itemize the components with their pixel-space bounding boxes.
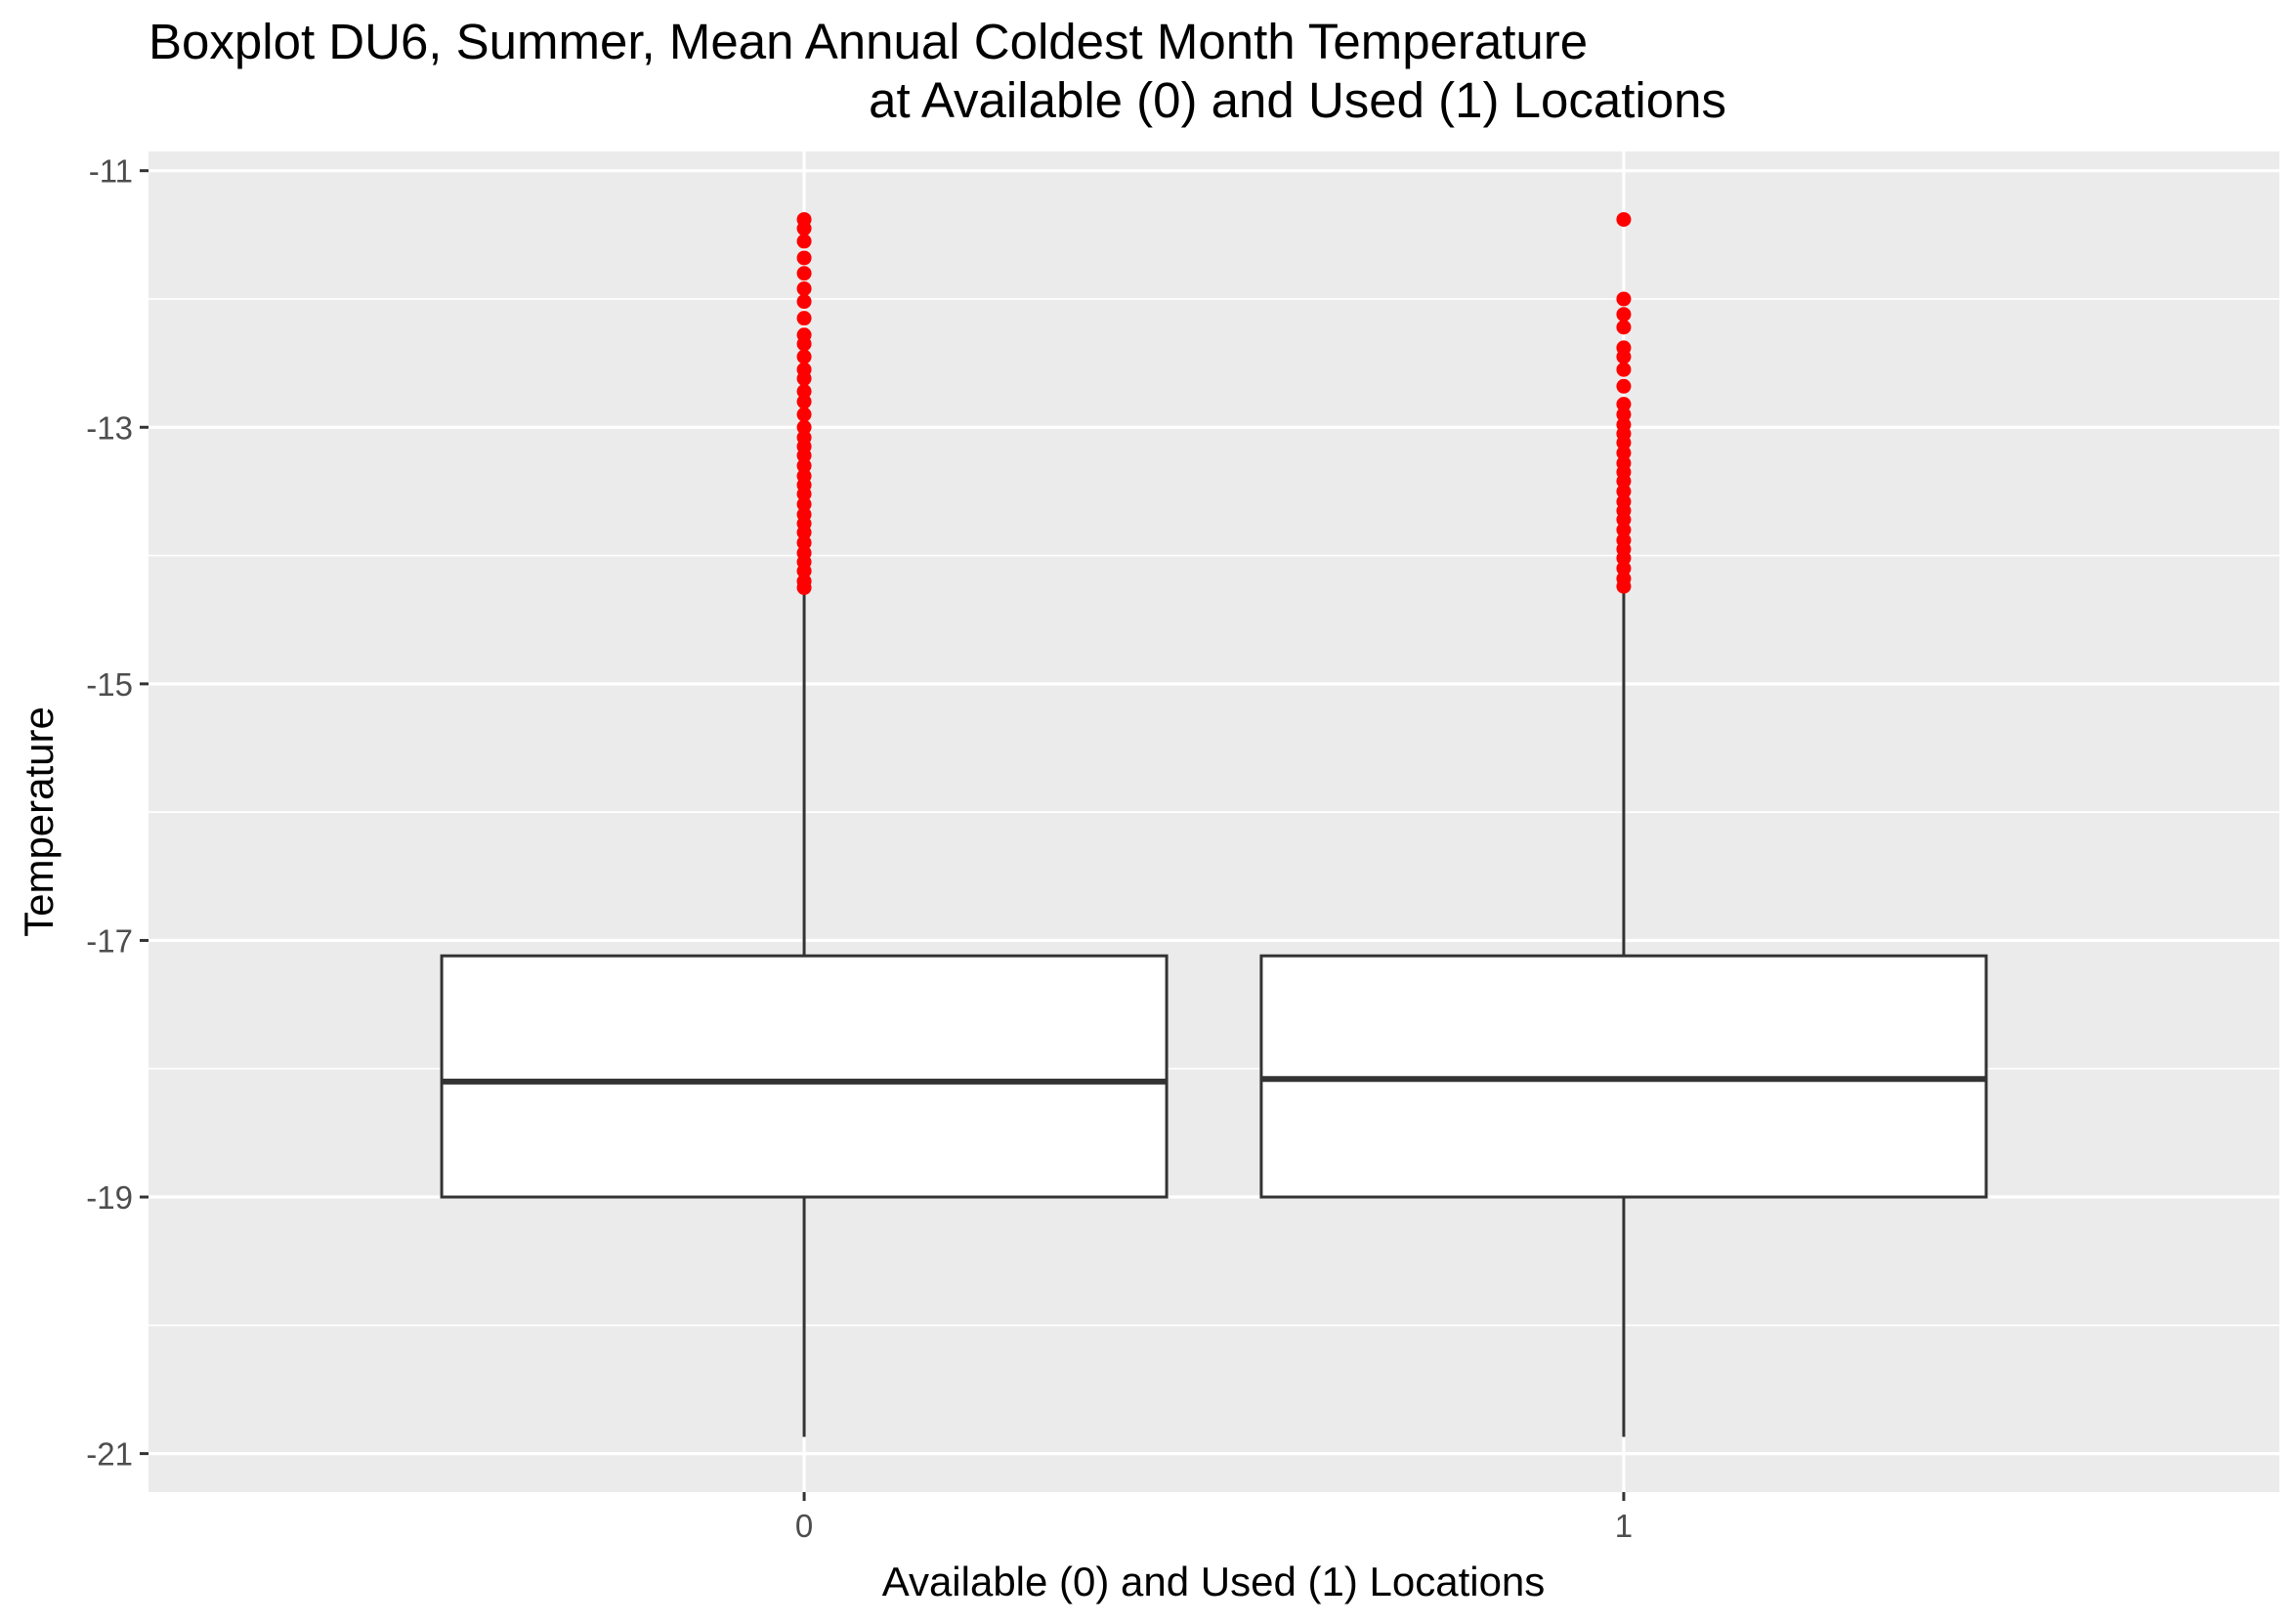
- outlier-point: [1616, 550, 1632, 566]
- outlier-point: [1616, 512, 1632, 528]
- chart-subtitle: at Available (0) and Used (1) Locations: [869, 72, 1726, 128]
- outlier-point: [796, 496, 812, 512]
- outlier-point: [1616, 522, 1632, 537]
- outlier-point: [796, 294, 812, 310]
- outlier-point: [796, 487, 812, 502]
- outlier-point: [1616, 362, 1632, 377]
- outlier-point: [796, 534, 812, 550]
- outlier-point: [796, 234, 812, 249]
- y-tick-label: -13: [86, 409, 133, 446]
- outlier-point: [1616, 320, 1632, 335]
- y-tick-label: -19: [86, 1179, 133, 1216]
- outlier-point: [796, 311, 812, 326]
- outlier-point: [796, 448, 812, 463]
- outlier-point: [1616, 561, 1632, 577]
- outlier-point: [796, 579, 812, 595]
- outlier-point: [1616, 446, 1632, 461]
- boxes: [440, 212, 1988, 1437]
- y-axis: -11 -13 -15 -17 -19 -21: [86, 153, 149, 1473]
- outlier-point: [1616, 484, 1632, 499]
- box-group-1: [1259, 212, 1988, 1437]
- chart-title: Boxplot DU6, Summer, Mean Annual Coldest…: [149, 14, 1588, 69]
- outlier-point: [796, 458, 812, 474]
- y-axis-title: Temperature: [16, 706, 62, 937]
- outlier-point: [1616, 435, 1632, 450]
- outlier-point: [796, 394, 812, 409]
- box-group-0: [440, 212, 1169, 1437]
- outlier-point: [796, 266, 812, 281]
- y-tick-label: -21: [86, 1436, 133, 1473]
- outlier-point: [1616, 578, 1632, 594]
- outlier-point: [796, 384, 812, 400]
- outlier-point: [796, 280, 812, 296]
- outlier-point: [796, 525, 812, 540]
- outlier-point: [796, 370, 812, 386]
- outlier-point: [796, 336, 812, 352]
- x-axis-title: Available (0) and Used (1) Locations: [882, 1559, 1546, 1604]
- iqr-box: [440, 954, 1169, 1199]
- outlier-point: [1616, 406, 1632, 422]
- outlier-point: [1616, 291, 1632, 307]
- outlier-point: [1616, 473, 1632, 489]
- outlier-point: [796, 349, 812, 364]
- outlier-point: [796, 419, 812, 435]
- x-tick-label: 1: [1615, 1508, 1633, 1544]
- plot-panel: [149, 151, 2279, 1492]
- outlier-point: [1616, 397, 1632, 412]
- y-tick-label: -17: [86, 922, 133, 959]
- x-tick-label: 0: [795, 1508, 813, 1544]
- y-tick-label: -11: [89, 153, 133, 190]
- outlier-point: [796, 406, 812, 422]
- outlier-point: [796, 250, 812, 266]
- outlier-point: [1616, 378, 1632, 394]
- outlier-point: [1616, 349, 1632, 364]
- outlier-point: [1616, 307, 1632, 322]
- outlier-point: [1616, 212, 1632, 228]
- outlier-point: [796, 563, 812, 578]
- outlier-point: [796, 221, 812, 236]
- y-tick-label: -15: [86, 666, 133, 703]
